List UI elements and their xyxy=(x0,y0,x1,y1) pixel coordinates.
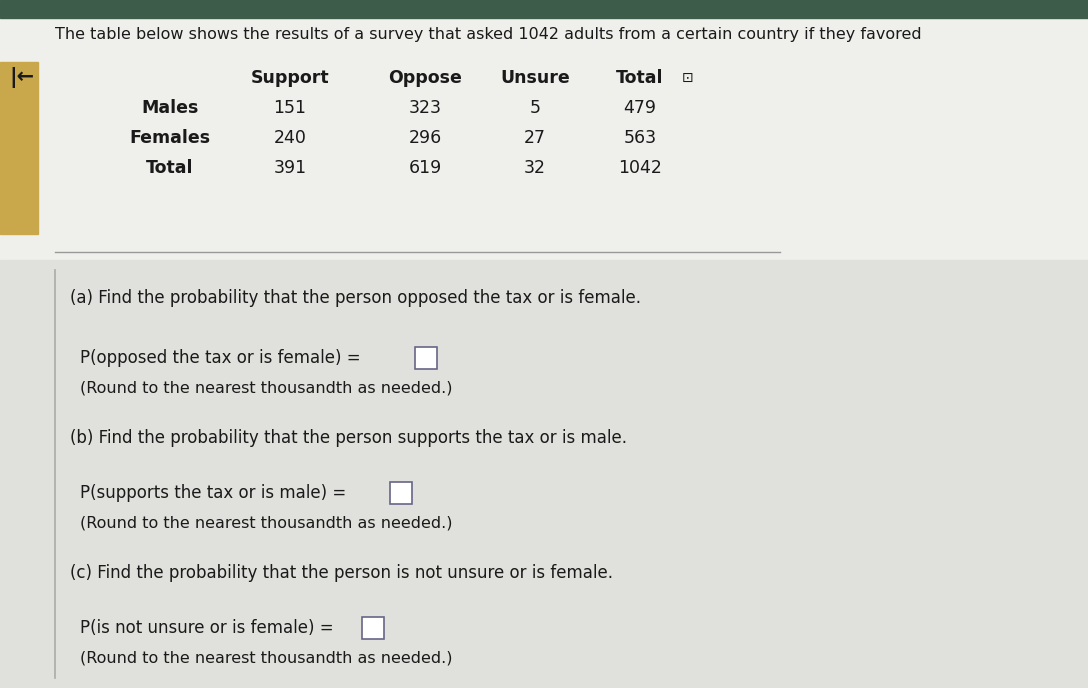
Text: 151: 151 xyxy=(273,99,307,117)
Text: 619: 619 xyxy=(408,159,442,177)
Bar xyxy=(0,18,1088,260)
Text: Unsure: Unsure xyxy=(500,69,570,87)
Text: |←: |← xyxy=(10,67,35,89)
Bar xyxy=(415,347,437,369)
Bar xyxy=(0,62,38,234)
Text: (Round to the nearest thousandth as needed.): (Round to the nearest thousandth as need… xyxy=(81,650,453,665)
Text: 27: 27 xyxy=(524,129,546,147)
Bar xyxy=(362,617,384,639)
Bar xyxy=(0,0,1088,18)
Bar xyxy=(390,482,412,504)
Text: 323: 323 xyxy=(408,99,442,117)
Text: 391: 391 xyxy=(273,159,307,177)
Text: ⊡: ⊡ xyxy=(682,71,694,85)
Text: (Round to the nearest thousandth as needed.): (Round to the nearest thousandth as need… xyxy=(81,515,453,530)
Text: (Round to the nearest thousandth as needed.): (Round to the nearest thousandth as need… xyxy=(81,380,453,396)
Text: Total: Total xyxy=(146,159,194,177)
Text: (b) Find the probability that the person supports the tax or is male.: (b) Find the probability that the person… xyxy=(70,429,627,447)
Text: 240: 240 xyxy=(273,129,307,147)
Text: (c) Find the probability that the person is not unsure or is female.: (c) Find the probability that the person… xyxy=(70,564,613,582)
Text: 563: 563 xyxy=(623,129,656,147)
Bar xyxy=(0,260,1088,688)
Text: P(opposed the tax or is female) =: P(opposed the tax or is female) = xyxy=(81,349,360,367)
Text: 32: 32 xyxy=(524,159,546,177)
Text: Total: Total xyxy=(616,69,664,87)
Text: Females: Females xyxy=(129,129,211,147)
Text: (a) Find the probability that the person opposed the tax or is female.: (a) Find the probability that the person… xyxy=(70,289,641,307)
Text: P(is not unsure or is female) =: P(is not unsure or is female) = xyxy=(81,619,334,637)
Text: 479: 479 xyxy=(623,99,656,117)
Text: P(supports the tax or is male) =: P(supports the tax or is male) = xyxy=(81,484,346,502)
Text: 5: 5 xyxy=(530,99,541,117)
Text: 1042: 1042 xyxy=(618,159,662,177)
Text: Support: Support xyxy=(250,69,330,87)
Text: The table below shows the results of a survey that asked 1042 adults from a cert: The table below shows the results of a s… xyxy=(55,28,922,43)
Text: Oppose: Oppose xyxy=(388,69,462,87)
Text: Males: Males xyxy=(141,99,199,117)
Text: 296: 296 xyxy=(408,129,442,147)
